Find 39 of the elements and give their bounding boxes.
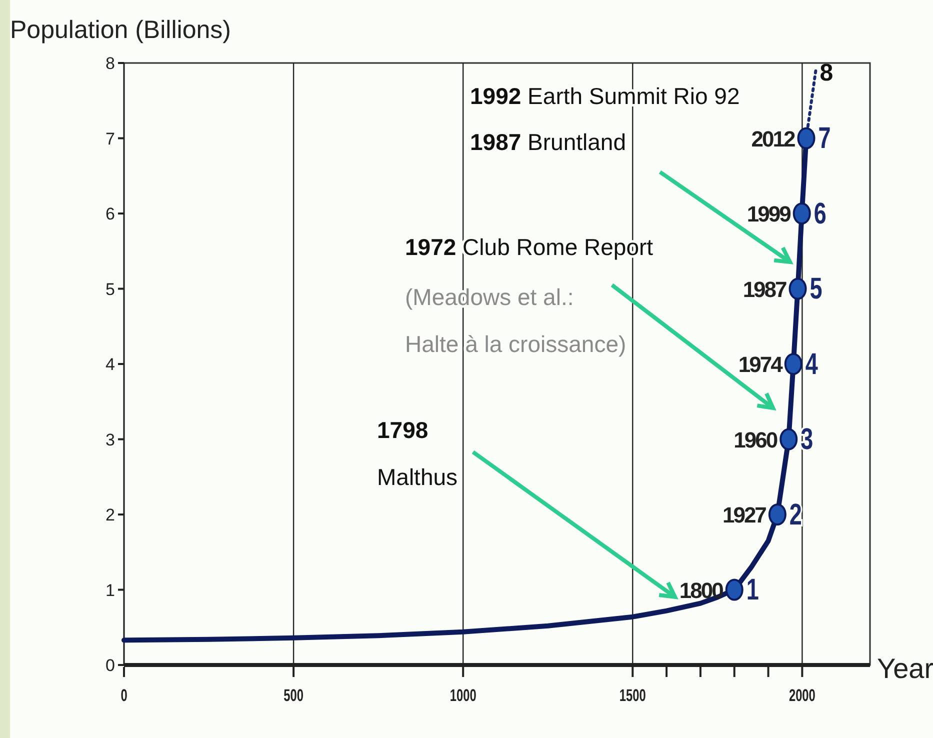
data-label: 1 (746, 572, 759, 607)
point (784, 353, 802, 375)
point (725, 578, 744, 601)
y-axis-title: Population (Billions) (10, 16, 231, 44)
y-tick-label: 0 (106, 656, 115, 675)
y-tick-label: 5 (106, 280, 115, 299)
annotation: 1798 Malthus (377, 417, 458, 490)
annotation: 1927 (722, 502, 767, 528)
point (768, 504, 786, 526)
point (797, 127, 816, 150)
x-tick-label: 1500 (619, 687, 646, 706)
data-label: 7 (818, 121, 831, 156)
x-tick-label: 500 (284, 687, 304, 706)
annotation: 1987 Bruntland (470, 129, 626, 155)
y-tick-label: 6 (106, 204, 115, 224)
annotation: 2012 (751, 126, 796, 152)
annotation: 1960 (734, 427, 778, 452)
data-label: 2 (789, 497, 802, 532)
x-axis-title: Year (877, 653, 933, 684)
x-tick-label: 2000 (788, 687, 816, 706)
point (780, 428, 798, 450)
y-tick-label: 3 (106, 430, 115, 450)
x-tick-label: 0 (120, 687, 128, 706)
data-label: 4 (805, 346, 818, 381)
annotation: 1999 (746, 202, 792, 226)
y-tick-label: 8 (106, 54, 115, 73)
annotation: 8 (820, 60, 834, 87)
annotation: 1987 (742, 276, 788, 302)
y-tick-label: 7 (106, 129, 115, 148)
point (792, 202, 811, 224)
data-label: 6 (814, 196, 826, 230)
y-tick-label: 1 (106, 580, 115, 600)
annotation: 1800 (679, 578, 724, 603)
y-tick-label: 2 (106, 506, 115, 524)
point (788, 278, 807, 300)
annotation: 1974 (738, 352, 784, 377)
y-tick-label: 4 (106, 355, 115, 374)
x-tick-label: 1000 (450, 687, 476, 706)
data-label: 5 (810, 272, 822, 306)
